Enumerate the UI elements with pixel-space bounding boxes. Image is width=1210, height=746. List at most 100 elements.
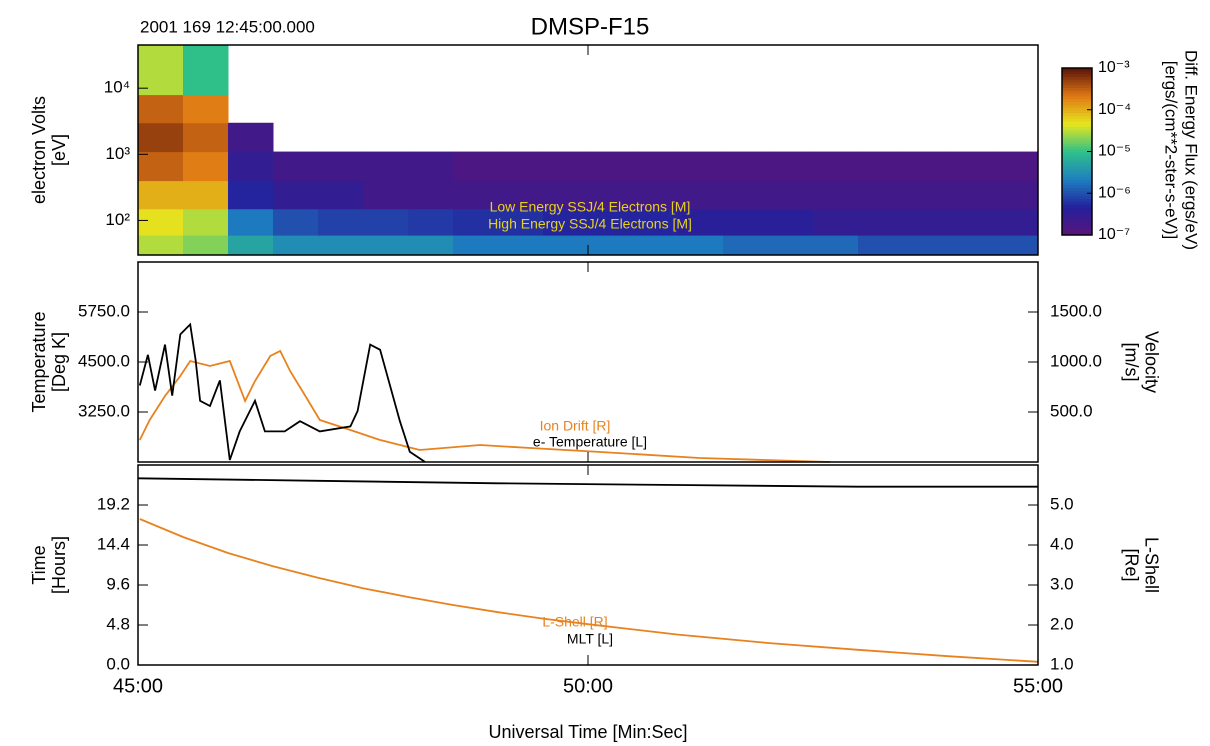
axis-title: [Hours] — [49, 536, 69, 594]
colorbar-strip — [1062, 229, 1092, 233]
colorbar-strip — [1062, 134, 1092, 139]
heat-cell — [273, 235, 319, 256]
heat-cell — [363, 151, 409, 182]
heat-cell — [723, 180, 769, 210]
colorbar-strip — [1062, 140, 1092, 144]
heat-cell — [453, 208, 499, 236]
colorbar-strip — [1062, 95, 1092, 100]
heat-cell — [273, 208, 319, 236]
heat-cell — [183, 45, 229, 96]
heat-cell — [993, 208, 1039, 236]
heat-cell — [453, 151, 499, 182]
annotation: High Energy SSJ/4 Electrons [M] — [488, 216, 692, 232]
series-label: MLT [L] — [567, 631, 613, 647]
axis-title: Temperature — [29, 311, 49, 412]
colorbar-strip — [1062, 93, 1092, 97]
heat-cell — [138, 208, 184, 236]
heat-cell — [273, 180, 319, 210]
chart-title: DMSP-F15 — [531, 13, 650, 40]
colorbar-strip — [1062, 98, 1092, 102]
heat-cell — [408, 208, 454, 236]
colorbar-strip — [1062, 151, 1092, 155]
heat-cell — [903, 151, 949, 182]
heat-cell — [723, 151, 769, 182]
heat-cell — [138, 180, 184, 210]
colorbar-strip — [1062, 70, 1092, 75]
heat-cell — [228, 151, 274, 182]
colorbar-strip — [1062, 170, 1092, 175]
colorbar-strip — [1062, 157, 1092, 161]
heat-cell — [993, 151, 1039, 182]
y-tick-label: 0.0 — [106, 654, 130, 673]
date-label: 2001 169 12:45:00.000 — [140, 17, 315, 36]
heat-cell — [543, 180, 589, 210]
colorbar-strip — [1062, 232, 1092, 236]
heat-cell — [183, 151, 229, 182]
heat-cell — [498, 180, 544, 210]
colorbar-strip — [1062, 73, 1092, 77]
series-line — [138, 322, 426, 463]
heat-cell — [768, 151, 814, 182]
colorbar-strip — [1062, 215, 1092, 219]
heat-cell — [903, 180, 949, 210]
heat-cell — [273, 151, 319, 182]
colorbar-strip — [1062, 182, 1092, 186]
colorbar-strip — [1062, 201, 1092, 205]
heat-cell — [363, 235, 409, 256]
y-tick-label: 3250.0 — [78, 401, 130, 420]
heat-cell — [498, 151, 544, 182]
heat-cell — [678, 208, 724, 236]
colorbar-strip — [1062, 101, 1092, 105]
heat-cell — [183, 122, 229, 153]
y-tick-label: 10³ — [105, 144, 130, 163]
y2-tick-label: 3.0 — [1050, 574, 1074, 593]
colorbar-strip — [1062, 87, 1092, 91]
heat-cell — [723, 208, 769, 236]
heat-cell — [948, 180, 994, 210]
y-tick-label: 4.8 — [106, 614, 130, 633]
heat-cell — [138, 151, 184, 182]
y2-tick-label: 1.0 — [1050, 654, 1074, 673]
colorbar-strip — [1062, 223, 1092, 228]
x-tick-label: 50:00 — [563, 675, 613, 697]
colorbar-strip — [1062, 221, 1092, 225]
series-line — [139, 518, 1039, 663]
colorbar-strip — [1062, 154, 1092, 158]
colorbar-strip — [1062, 204, 1092, 208]
annotation: Low Energy SSJ/4 Electrons [M] — [490, 199, 691, 215]
heat-cell — [948, 208, 994, 236]
colorbar-tick-label: 10⁻⁶ — [1098, 184, 1131, 201]
axis-title: [Deg K] — [49, 332, 69, 392]
colorbar-strip — [1062, 104, 1092, 108]
colorbar-title: [ergs/(cm**2-ster-s-eV)] — [1162, 61, 1181, 240]
axis-title: Velocity — [1141, 331, 1161, 393]
y-tick-label: 9.6 — [106, 574, 130, 593]
heat-cell — [318, 235, 364, 256]
colorbar-strip — [1062, 81, 1092, 86]
heat-cell — [363, 208, 409, 236]
heat-cell — [138, 94, 184, 124]
series-line — [138, 349, 831, 463]
y2-tick-label: 1000.0 — [1050, 351, 1102, 370]
heat-cell — [228, 235, 274, 256]
colorbar-strip — [1062, 84, 1092, 88]
colorbar-strip — [1062, 173, 1092, 178]
heat-cell — [228, 180, 274, 210]
heat-cell — [543, 151, 589, 182]
colorbar-strip — [1062, 165, 1092, 169]
heat-cell — [408, 180, 454, 210]
colorbar-strip — [1062, 123, 1092, 127]
y2-tick-label: 2.0 — [1050, 614, 1074, 633]
heat-cell — [453, 235, 499, 256]
colorbar-strip — [1062, 190, 1092, 194]
colorbar-strip — [1062, 109, 1092, 114]
heat-cell — [543, 208, 589, 236]
heat-cell — [588, 180, 634, 210]
colorbar-strip — [1062, 148, 1092, 152]
heat-cell — [318, 208, 364, 236]
heat-cell — [318, 180, 364, 210]
x-axis-title: Universal Time [Min:Sec] — [488, 722, 687, 742]
x-tick-label: 55:00 — [1013, 675, 1063, 697]
heat-cell — [768, 208, 814, 236]
